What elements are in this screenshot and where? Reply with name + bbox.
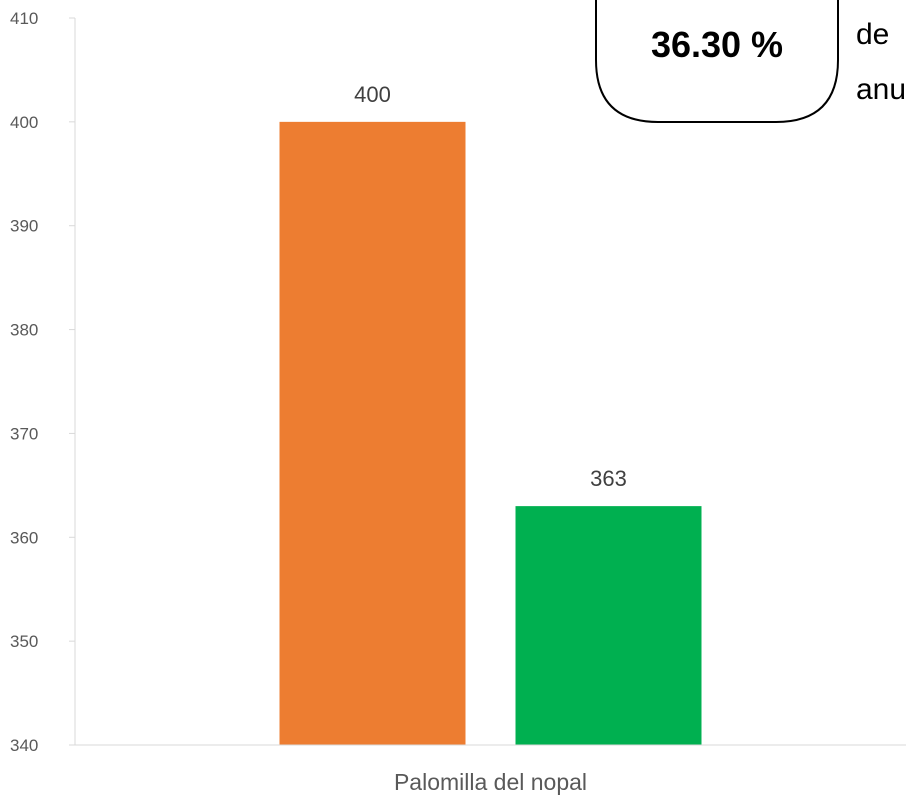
y-tick-label: 390 — [10, 217, 38, 236]
callout-value: 36.30 % — [651, 24, 783, 65]
callout: 36.30 % de anu — [595, 0, 906, 123]
data-label: 400 — [354, 82, 391, 107]
bar-series-1 — [279, 121, 466, 746]
callout-text-line-2: anu — [856, 73, 906, 106]
y-tick-label: 360 — [10, 528, 38, 547]
y-tick-label: 400 — [10, 113, 38, 132]
y-tick-label: 380 — [10, 321, 38, 340]
data-label: 363 — [590, 466, 627, 491]
y-axis: 340 350 360 370 380 390 400 410 — [10, 9, 76, 755]
data-labels: 400 363 — [354, 82, 627, 491]
x-axis: Palomilla del nopal — [75, 744, 906, 795]
callout-text-line-1: de — [856, 18, 889, 51]
callout-box — [595, 0, 839, 123]
bar-series-2 — [515, 506, 702, 745]
x-category-label: Palomilla del nopal — [394, 769, 587, 795]
y-tick-label: 370 — [10, 424, 38, 443]
y-tick-label: 410 — [10, 9, 38, 28]
bars — [279, 121, 702, 746]
y-tick-label: 340 — [10, 736, 38, 755]
y-tick-label: 350 — [10, 632, 38, 651]
